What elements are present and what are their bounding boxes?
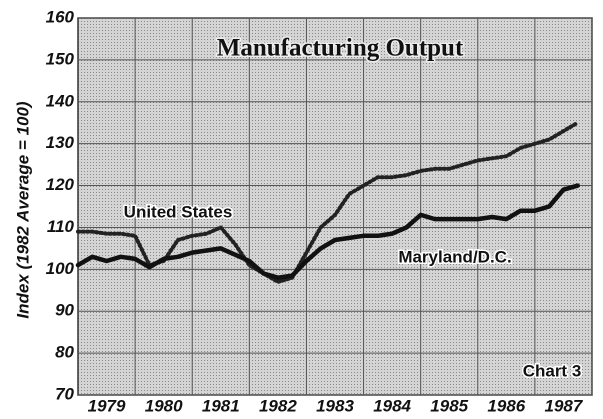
x-tick-label: 1984 [373,396,411,415]
y-tick-label: 80 [55,343,74,362]
y-tick-label: 100 [46,259,75,278]
chart-title: Manufacturing Output [217,35,464,62]
y-tick-label: 110 [47,217,75,236]
y-tick-label: 120 [46,175,75,194]
y-tick-label: 130 [46,133,75,152]
x-tick-label: 1987 [545,396,584,415]
annotation: Chart 3 [523,361,582,380]
grid [78,17,593,396]
x-tick-label: 1980 [145,396,183,415]
annotation: Maryland/D.C. [398,247,511,266]
y-tick-label: 140 [46,91,75,110]
series-line [75,183,580,280]
annotation: United States [124,202,233,221]
y-tick-label: 90 [55,301,74,320]
plot-area [77,17,593,396]
y-tick-label: 70 [55,384,74,403]
y-tick-label: 160 [46,7,75,26]
x-tick-label: 1981 [202,396,240,415]
x-tick-label: 1982 [259,396,297,415]
x-tick-label: 1983 [316,396,354,415]
x-tick-label: 1985 [430,396,468,415]
x-tick-label: 1979 [88,396,126,415]
x-tick-label: 1986 [487,396,525,415]
y-tick-label: 150 [46,49,75,68]
lines [75,120,580,284]
y-axis-label: Index (1982 Average = 100) [13,101,32,319]
